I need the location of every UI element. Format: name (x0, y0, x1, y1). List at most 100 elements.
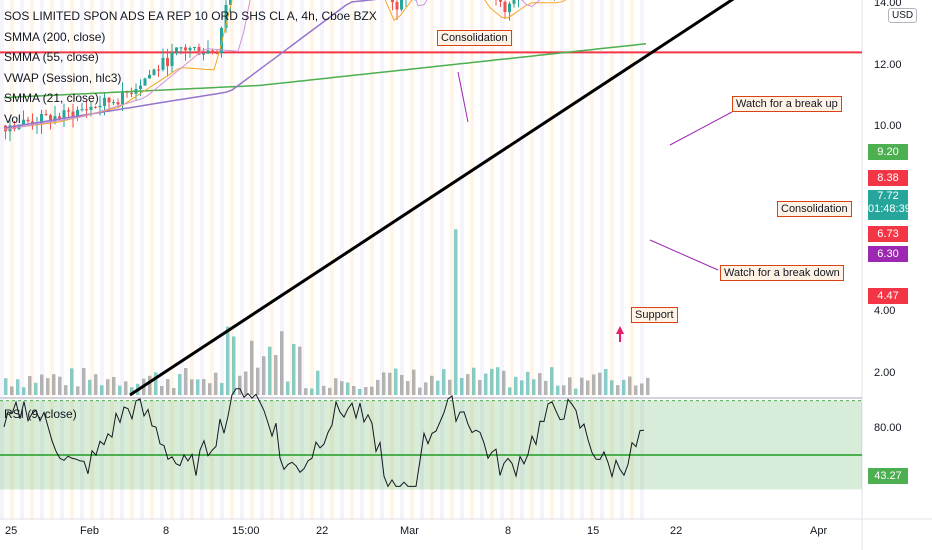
volume-bar (106, 379, 110, 395)
countdown-value: 01:48:39 (868, 203, 911, 215)
session-stripe (170, 0, 174, 520)
annotation-consolidation-top[interactable]: Consolidation (437, 30, 512, 46)
annotation-support[interactable]: Support (631, 307, 678, 323)
annotation-break-up[interactable]: Watch for a break up (732, 96, 842, 112)
session-stripe (620, 0, 624, 520)
smma-55-line (3, 0, 378, 129)
rsi-label[interactable]: RSI (9, close) (4, 407, 77, 421)
level-tag-6-30[interactable]: 6.30 (868, 246, 908, 262)
candle-body (116, 102, 120, 105)
volume-bar (454, 229, 458, 395)
annotation-consolidation-box[interactable]: Consolidation (777, 201, 852, 217)
session-stripe (370, 0, 374, 520)
indicator-smma-55[interactable]: SMMA (55, close) (4, 50, 99, 64)
candle-body (44, 114, 48, 116)
indicator-smma-21[interactable]: SMMA (21, close) (4, 91, 99, 105)
volume-bar (148, 375, 152, 395)
session-stripe (430, 0, 434, 520)
volume-bar (316, 370, 320, 395)
volume-bar (118, 385, 122, 395)
volume-bar (598, 372, 602, 395)
candle-body (89, 106, 93, 110)
y-tick-label: 2.00 (874, 367, 896, 379)
candle-body (13, 125, 16, 129)
volume-bar (514, 376, 518, 395)
volume-bar (532, 379, 536, 395)
candle-body (179, 47, 183, 49)
volume-bar (196, 379, 200, 395)
candle-body (112, 102, 115, 104)
indicator-volume[interactable]: Vol (4, 111, 21, 126)
volume-bar (10, 386, 14, 395)
session-stripe (80, 0, 84, 520)
session-stripe (150, 0, 154, 520)
x-tick-label: 15:00 (232, 525, 260, 537)
session-stripe (290, 0, 294, 520)
rsi-value-tag[interactable]: 43.27 (868, 468, 908, 484)
candle-body (143, 78, 147, 86)
session-stripe (260, 0, 264, 520)
volume-bar (502, 370, 506, 395)
chart-title: SOS LIMITED SPON ADS EA REP 10 ORD SHS C… (4, 9, 377, 23)
volume-bar (244, 371, 248, 395)
session-stripe (380, 0, 384, 520)
session-stripe (560, 0, 564, 520)
session-stripe (450, 0, 454, 520)
candle-body (139, 85, 142, 89)
volume-bar (208, 383, 212, 395)
annotation-break-down[interactable]: Watch for a break down (720, 265, 844, 281)
session-stripe (480, 0, 484, 520)
level-tag-6-73[interactable]: 6.73 (868, 226, 908, 242)
candle-body (98, 105, 102, 108)
x-tick-label: 22 (316, 525, 329, 537)
session-stripe (350, 0, 354, 520)
indicator-vwap[interactable]: VWAP (Session, hlc3) (4, 70, 122, 85)
candle-body (166, 57, 169, 67)
currency-badge[interactable]: USD (888, 8, 918, 23)
session-stripe (10, 0, 14, 520)
session-stripe (510, 0, 514, 520)
session-stripe (500, 0, 504, 520)
volume-bar (622, 379, 626, 395)
session-stripe (280, 0, 284, 520)
candle-body (53, 116, 57, 122)
volume-bar (394, 368, 398, 395)
session-stripe (410, 0, 414, 520)
volume-bar (388, 372, 392, 395)
volume-bar (640, 383, 644, 395)
session-stripe (100, 0, 104, 520)
volume-bar (460, 378, 464, 395)
level-tag-8-38[interactable]: 8.38 (868, 170, 908, 186)
level-tag-4-47[interactable]: 4.47 (868, 288, 908, 304)
y-tick-label: 14.00 (874, 0, 902, 9)
last-price-tag[interactable]: 7.72 01:48:39 (868, 190, 911, 220)
session-stripe (440, 0, 444, 520)
volume-bar (94, 374, 98, 395)
volume-bar (382, 372, 386, 395)
volume-bar (484, 373, 488, 395)
candle-body (85, 109, 88, 111)
candle-body (40, 114, 43, 124)
indicator-smma-200[interactable]: SMMA (200, close) (4, 29, 106, 44)
volume-bar (610, 380, 614, 395)
volume-bar (22, 387, 26, 395)
level-tag-9-20[interactable]: 9.20 (868, 144, 908, 160)
support-arrow-icon (616, 326, 624, 342)
session-stripe (40, 0, 44, 520)
volume-bar (406, 381, 410, 395)
smma-21-line (3, 0, 541, 131)
session-stripe (540, 0, 544, 520)
volume-bar (310, 388, 314, 395)
volume-bar (124, 381, 128, 395)
volume-bar (424, 382, 428, 395)
session-stripe (340, 0, 344, 520)
volume-bar (280, 331, 284, 395)
candle-body (206, 50, 210, 54)
candle-body (503, 1, 507, 13)
candle-body (197, 46, 201, 55)
candle-body (215, 52, 219, 54)
session-stripe (390, 0, 394, 520)
rsi-tick-label: 80.00 (874, 422, 902, 434)
session-stripe (300, 0, 304, 520)
